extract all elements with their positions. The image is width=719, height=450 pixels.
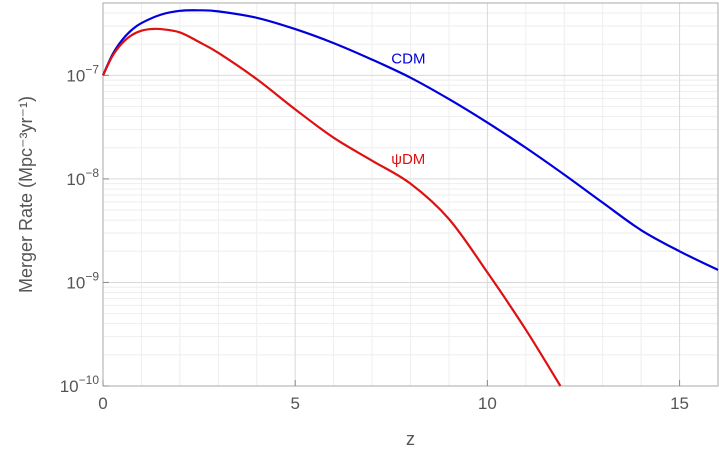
y-tick-label: 10−9 xyxy=(66,269,99,292)
y-axis-title: Merger Rate (Mpc⁻³yr⁻¹) xyxy=(16,96,36,293)
x-tick-label: 5 xyxy=(290,394,299,413)
x-tick-label: 0 xyxy=(98,394,107,413)
x-axis-title: z xyxy=(406,429,415,449)
x-tick-label: 15 xyxy=(670,394,689,413)
y-tick-label: 10−8 xyxy=(66,166,99,189)
series-line-psidm xyxy=(102,27,562,387)
y-tick-label: 10−10 xyxy=(60,373,100,396)
y-tick-label: 10−7 xyxy=(66,62,99,85)
series-label-psidm: ψDM xyxy=(391,151,425,168)
x-tick-label: 10 xyxy=(478,394,497,413)
x-axis-ticks: 0 5 10 15 xyxy=(98,380,689,413)
y-axis-ticks: 10−10 10−9 10−8 10−7 xyxy=(60,62,109,396)
plot-frame xyxy=(102,2,719,387)
series-labels: CDM ψDM xyxy=(391,51,425,168)
series-label-cdm: CDM xyxy=(391,51,425,68)
series-line-cdm xyxy=(101,9,719,271)
series-lines xyxy=(101,9,719,387)
